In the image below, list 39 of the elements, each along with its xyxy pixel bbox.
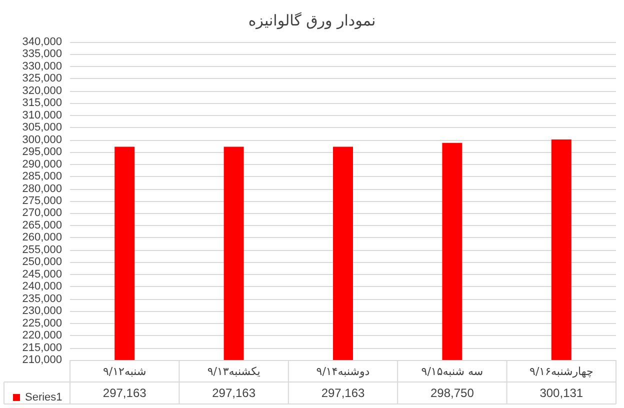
y-tick-label: 315,000 xyxy=(22,97,62,110)
y-tick-label: 235,000 xyxy=(22,292,62,305)
y-tick-label: 295,000 xyxy=(22,146,62,158)
x-tick-label: شنبه۹/۱۲ xyxy=(103,365,146,378)
y-tick-label: 215,000 xyxy=(22,342,62,354)
y-tick-label: 305,000 xyxy=(22,122,62,134)
y-tick-label: 335,000 xyxy=(22,48,62,60)
legend-label: Series1 xyxy=(25,392,62,404)
y-tick-label: 225,000 xyxy=(22,317,62,330)
y-tick-label: 260,000 xyxy=(22,232,62,244)
data-label: 297,163 xyxy=(321,386,366,400)
y-tick-label: 285,000 xyxy=(22,170,62,183)
x-tick-label: سه شنبه۹/۱۵ xyxy=(421,365,484,378)
y-tick-label: 210,000 xyxy=(22,354,62,366)
data-label: 298,750 xyxy=(430,386,474,400)
chart-title: نمودار ورق گالوانیزه xyxy=(248,12,376,30)
data-label: 300,131 xyxy=(540,386,584,400)
y-tick-label: 290,000 xyxy=(22,158,62,170)
y-tick-label: 275,000 xyxy=(22,195,62,207)
y-tick-label: 340,000 xyxy=(22,36,62,48)
y-tick-label: 265,000 xyxy=(22,219,62,232)
y-tick-label: 250,000 xyxy=(22,256,62,268)
y-tick-label: 300,000 xyxy=(22,134,62,146)
x-tick-label: چهارشنبه۹/۱۶ xyxy=(530,365,594,378)
y-tick-label: 320,000 xyxy=(22,84,62,97)
y-tick-label: 310,000 xyxy=(22,109,62,122)
y-tick-label: 270,000 xyxy=(22,207,62,220)
y-tick-label: 220,000 xyxy=(22,330,62,342)
y-tick-label: 280,000 xyxy=(22,182,62,195)
y-tick-label: 255,000 xyxy=(22,244,62,256)
x-tick-label: یکشنبه۹/۱۳ xyxy=(207,365,260,378)
y-tick-label: 240,000 xyxy=(22,280,62,293)
data-label: 297,163 xyxy=(212,386,256,400)
data-label: 297,163 xyxy=(102,386,147,400)
y-tick-label: 245,000 xyxy=(22,268,62,280)
y-tick-label: 230,000 xyxy=(22,305,62,318)
y-tick-label: 325,000 xyxy=(22,72,62,85)
y-tick-label: 330,000 xyxy=(22,60,62,72)
x-tick-label: دوشنبه۹/۱۴ xyxy=(316,365,370,378)
